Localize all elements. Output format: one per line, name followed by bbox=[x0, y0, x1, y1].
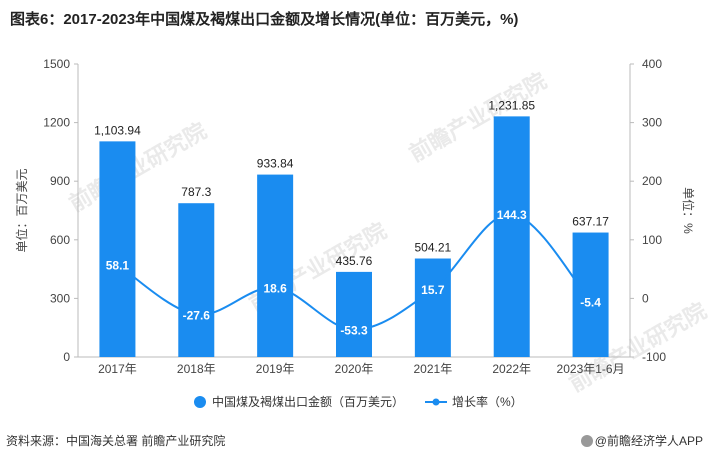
line-value-label: -53.3 bbox=[340, 324, 368, 338]
y-tick-label: 300 bbox=[50, 291, 70, 305]
growth-rate-line bbox=[116, 212, 592, 331]
bar bbox=[572, 232, 609, 357]
x-tick-label: 2017年 bbox=[98, 362, 137, 376]
y-tick-label: 900 bbox=[50, 174, 70, 188]
y-tick-label: 1200 bbox=[43, 116, 70, 130]
brand-logo-icon bbox=[580, 435, 593, 447]
y2-tick-label: 400 bbox=[642, 57, 662, 71]
legend-label-line: 增长率（%） bbox=[452, 394, 523, 409]
source-text: 中国海关总署 前瞻产业研究院 bbox=[66, 434, 226, 448]
line-value-label: 18.6 bbox=[263, 282, 287, 296]
bar-value-label: 787.3 bbox=[181, 185, 211, 199]
bar-value-label: 637.17 bbox=[572, 215, 609, 229]
bar-value-label: 933.84 bbox=[257, 157, 294, 171]
chart-canvas: 0 300 600 900 1200 1500 -100 0 100 200 300 400 单位：百万… bbox=[14, 57, 696, 409]
y2-tick-label: 100 bbox=[642, 233, 662, 247]
brand-credit: @前瞻经济学人APP bbox=[580, 432, 703, 449]
y2-tick-label: -100 bbox=[642, 350, 666, 364]
y2-axis-title: 单位：% bbox=[681, 187, 696, 234]
line-value-label: -27.6 bbox=[183, 309, 211, 323]
line-value-label: -5.4 bbox=[580, 296, 601, 310]
legend-swatch-line-dot bbox=[432, 398, 440, 406]
x-tick-label: 2021年 bbox=[414, 362, 453, 376]
bar bbox=[178, 203, 215, 357]
line-value-label: 58.1 bbox=[106, 258, 130, 272]
x-tick-label: 2020年 bbox=[335, 362, 374, 376]
line-value-label: 144.3 bbox=[497, 208, 527, 222]
legend-swatch-bar bbox=[194, 396, 206, 408]
y-axis-title: 单位：百万美元 bbox=[14, 168, 29, 252]
brand-text: @前瞻经济学人APP bbox=[594, 434, 703, 448]
bar-value-label: 504.21 bbox=[415, 241, 452, 255]
y2-tick-label: 200 bbox=[642, 174, 662, 188]
bar bbox=[99, 141, 136, 357]
bar bbox=[257, 174, 294, 357]
y-tick-label: 0 bbox=[63, 350, 70, 364]
bar-value-label: 1,231.85 bbox=[488, 98, 535, 112]
bar bbox=[414, 258, 451, 357]
x-tick-label: 2018年 bbox=[177, 362, 216, 376]
y2-tick-label: 0 bbox=[642, 291, 649, 305]
bar bbox=[336, 271, 372, 357]
chart-title: 图表6：2017-2023年中国煤及褐煤出口金额及增长情况(单位：百万美元，%) bbox=[10, 11, 519, 28]
legend-label-bar: 中国煤及褐煤出口金额（百万美元） bbox=[212, 394, 404, 409]
y2-tick-label: 300 bbox=[642, 116, 662, 130]
y-tick-label: 600 bbox=[50, 233, 70, 247]
source-label: 资料来源： bbox=[6, 434, 67, 448]
x-tick-label: 2022年 bbox=[492, 362, 531, 376]
bar bbox=[493, 116, 530, 357]
bar-value-label: 435.76 bbox=[336, 254, 373, 268]
x-tick-label: 2019年 bbox=[256, 362, 295, 376]
x-tick-label: 2023年1-6月 bbox=[557, 362, 625, 376]
line-value-label: 15.7 bbox=[421, 283, 445, 297]
source-note: 资料来源：中国海关总署 前瞻产业研究院 bbox=[6, 432, 225, 449]
y-tick-label: 1500 bbox=[43, 57, 70, 71]
bar-value-label: 1,103.94 bbox=[94, 123, 141, 137]
